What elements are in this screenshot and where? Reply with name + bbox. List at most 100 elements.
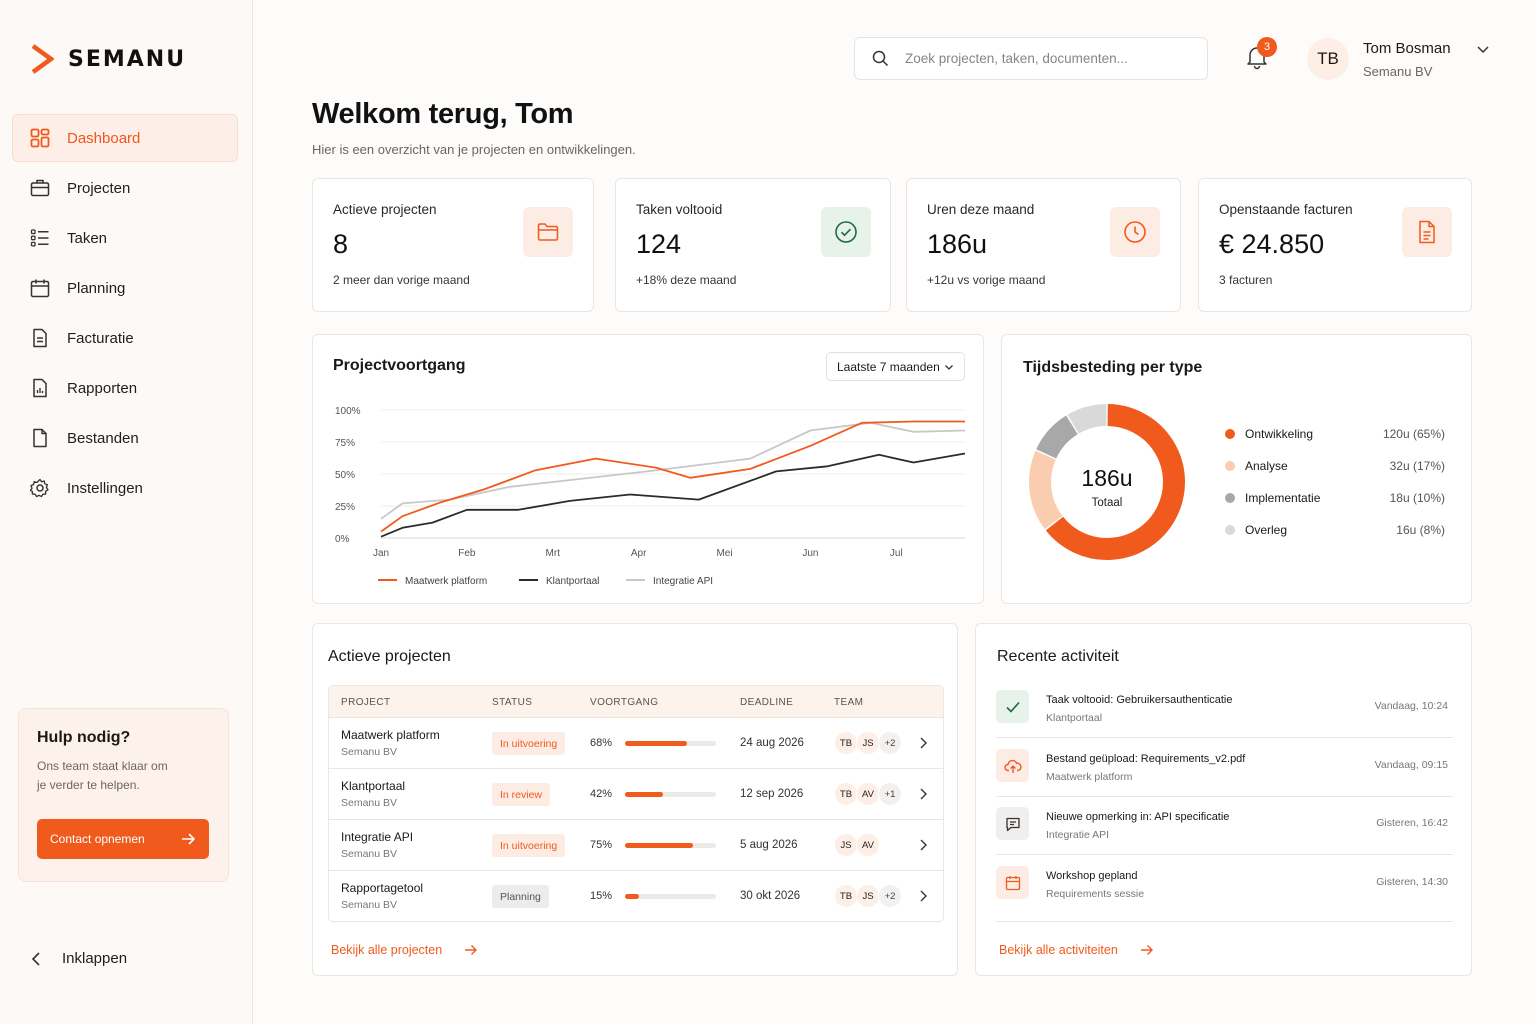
project-company: Semanu BV [341, 797, 398, 809]
help-title: Hulp nodig? [37, 729, 131, 746]
stat-card-hours[interactable]: Uren deze maand 186u +12u vs vorige maan… [906, 178, 1181, 312]
stat-icon-wrap [523, 207, 573, 257]
table-row[interactable]: Integratie API Semanu BV In uitvoering 75% 5… [329, 820, 943, 871]
view-all-activity-link[interactable]: Bekijk alle activiteiten [999, 943, 1153, 957]
activity-icon-wrap [996, 690, 1029, 723]
deadline: 24 aug 2026 [740, 737, 804, 749]
range-select[interactable]: Laatste 7 maanden [826, 352, 965, 381]
sidebar-item-taken[interactable]: Taken [12, 214, 238, 262]
activity-item[interactable]: Taak voltooid: Gebruikersauthenticatie K… [996, 690, 1453, 748]
stat-card-active-projects[interactable]: Actieve projecten 8 2 meer dan vorige ma… [312, 178, 594, 312]
column-header[interactable]: PROJECT [341, 697, 391, 708]
team-avatars: TB AV +1 [834, 782, 902, 806]
column-header[interactable]: VOORTGANG [590, 697, 659, 708]
help-card: Hulp nodig? Ons team staat klaar om je v… [18, 708, 229, 882]
legend-value: 32u (17%) [1389, 459, 1445, 473]
column-header[interactable]: DEADLINE [740, 697, 794, 708]
legend-swatch [1225, 429, 1235, 439]
stat-icon-wrap [1110, 207, 1160, 257]
card-title: Recente activiteit [997, 648, 1119, 665]
legend-item: Analyse 32u (17%) [1225, 459, 1445, 473]
x-tick-label: Jun [802, 548, 818, 559]
row-open-button[interactable] [918, 889, 928, 903]
sidebar-item-facturatie[interactable]: Facturatie [12, 314, 238, 362]
sidebar-item-label: Dashboard [67, 129, 141, 147]
donut-slice-ontwikkeling [1045, 404, 1185, 560]
legend-label: Ontwikkeling [1245, 427, 1314, 441]
project-name[interactable]: Rapportagetool [341, 881, 424, 895]
project-name[interactable]: Klantportaal [341, 779, 406, 793]
column-header[interactable]: TEAM [834, 697, 864, 708]
legend-item: Maatwerk platform [378, 576, 487, 587]
stat-card-invoices[interactable]: Openstaande facturen € 24.850 3 facturen [1198, 178, 1472, 312]
arrow-right-icon [465, 945, 478, 955]
status-badge: In uitvoering [492, 732, 566, 755]
stat-label: Taken voltooid [636, 202, 723, 217]
table-row[interactable]: Rapportagetool Semanu BV Planning 15% 30 okt… [329, 871, 943, 921]
sidebar-item-bestanden[interactable]: Bestanden [12, 414, 238, 462]
calendar-icon [30, 279, 50, 298]
legend-swatch [1225, 461, 1235, 471]
search-input[interactable] [905, 51, 1185, 66]
row-open-button[interactable] [918, 787, 928, 801]
sidebar-item-rapporten[interactable]: Rapporten [12, 364, 238, 412]
stat-label: Actieve projecten [333, 202, 437, 217]
active-projects-card: Actieve projecten PROJECT STATUS VOORTGA… [312, 623, 958, 976]
status-badge: Planning [492, 885, 549, 908]
stat-icon-wrap [821, 207, 871, 257]
sidebar-item-label: Rapporten [67, 379, 138, 397]
activity-item[interactable]: Bestand geüpload: Requirements_v2.pdf Ma… [996, 749, 1453, 807]
activity-icon-wrap [996, 749, 1029, 782]
avatar[interactable]: TB [1307, 38, 1349, 80]
legend-item: Implementatie 18u (10%) [1225, 491, 1445, 505]
document-icon [1419, 220, 1435, 244]
progress-bar [625, 741, 716, 746]
progress-percent: 15% [590, 890, 613, 902]
project-name[interactable]: Maatwerk platform [341, 728, 440, 742]
user-name[interactable]: Tom Bosman [1363, 40, 1451, 57]
team-avatars: TB JS +2 [834, 731, 902, 755]
stat-value: 8 [333, 229, 349, 259]
arrow-right-icon [182, 833, 195, 845]
legend-swatch [1225, 493, 1235, 503]
sidebar-item-label: Bestanden [67, 429, 139, 447]
stat-sub: +12u vs vorige maand [927, 273, 1046, 287]
contact-button[interactable]: Contact opnemen [37, 819, 209, 859]
column-header[interactable]: STATUS [492, 697, 533, 708]
row-open-button[interactable] [918, 838, 928, 852]
y-tick-label: 25% [335, 502, 355, 513]
stat-card-tasks-done[interactable]: Taken voltooid 124 +18% deze maand [615, 178, 891, 312]
projects-table: PROJECT STATUS VOORTGANG DEADLINE TEAM M… [328, 685, 944, 922]
chevron-down-icon [1477, 46, 1489, 54]
team-avatar: JS [856, 884, 880, 908]
activity-item[interactable]: Workshop gepland Requirements sessie Gis… [996, 866, 1453, 924]
chevron-left-icon [31, 951, 40, 966]
collapse-sidebar-button[interactable]: Inklappen [30, 950, 127, 967]
table-row[interactable]: Klantportaal Semanu BV In review 42% 12 sep … [329, 769, 943, 820]
sidebar-item-instellingen[interactable]: Instellingen [12, 464, 238, 512]
user-company: Semanu BV [1363, 64, 1433, 79]
brand-name: SEMANU [68, 46, 187, 72]
progress-bar-fill [625, 894, 639, 899]
sidebar-item-planning[interactable]: Planning [12, 264, 238, 312]
project-name[interactable]: Integratie API [341, 830, 414, 844]
series-line-maatwerk-platform [380, 420, 965, 533]
legend-label: Overleg [1245, 523, 1288, 537]
row-open-button[interactable] [918, 736, 928, 750]
view-all-projects-link[interactable]: Bekijk alle projecten [331, 943, 478, 957]
table-row[interactable]: Maatwerk platform Semanu BV In uitvoering 6… [329, 718, 943, 769]
stat-label: Uren deze maand [927, 202, 1035, 217]
status-badge: In review [492, 783, 551, 806]
team-avatar: TB [834, 731, 858, 755]
activity-item[interactable]: Nieuwe opmerking in: API specificatie In… [996, 807, 1453, 865]
brand-logo[interactable]: SEMANU [30, 44, 186, 74]
chart-title: Projectvoortgang [333, 357, 466, 374]
user-menu-toggle[interactable] [1476, 44, 1490, 54]
team-avatar: +2 [878, 884, 902, 908]
search-bar[interactable] [854, 37, 1208, 80]
link-label: Bekijk alle projecten [331, 943, 443, 957]
sidebar-item-dashboard[interactable]: Dashboard [12, 114, 238, 162]
activity-title: Taak voltooid: Gebruikersauthenticatie [1046, 694, 1233, 706]
legend-label: Integratie API [653, 576, 713, 587]
sidebar-item-projecten[interactable]: Projecten [12, 164, 238, 212]
